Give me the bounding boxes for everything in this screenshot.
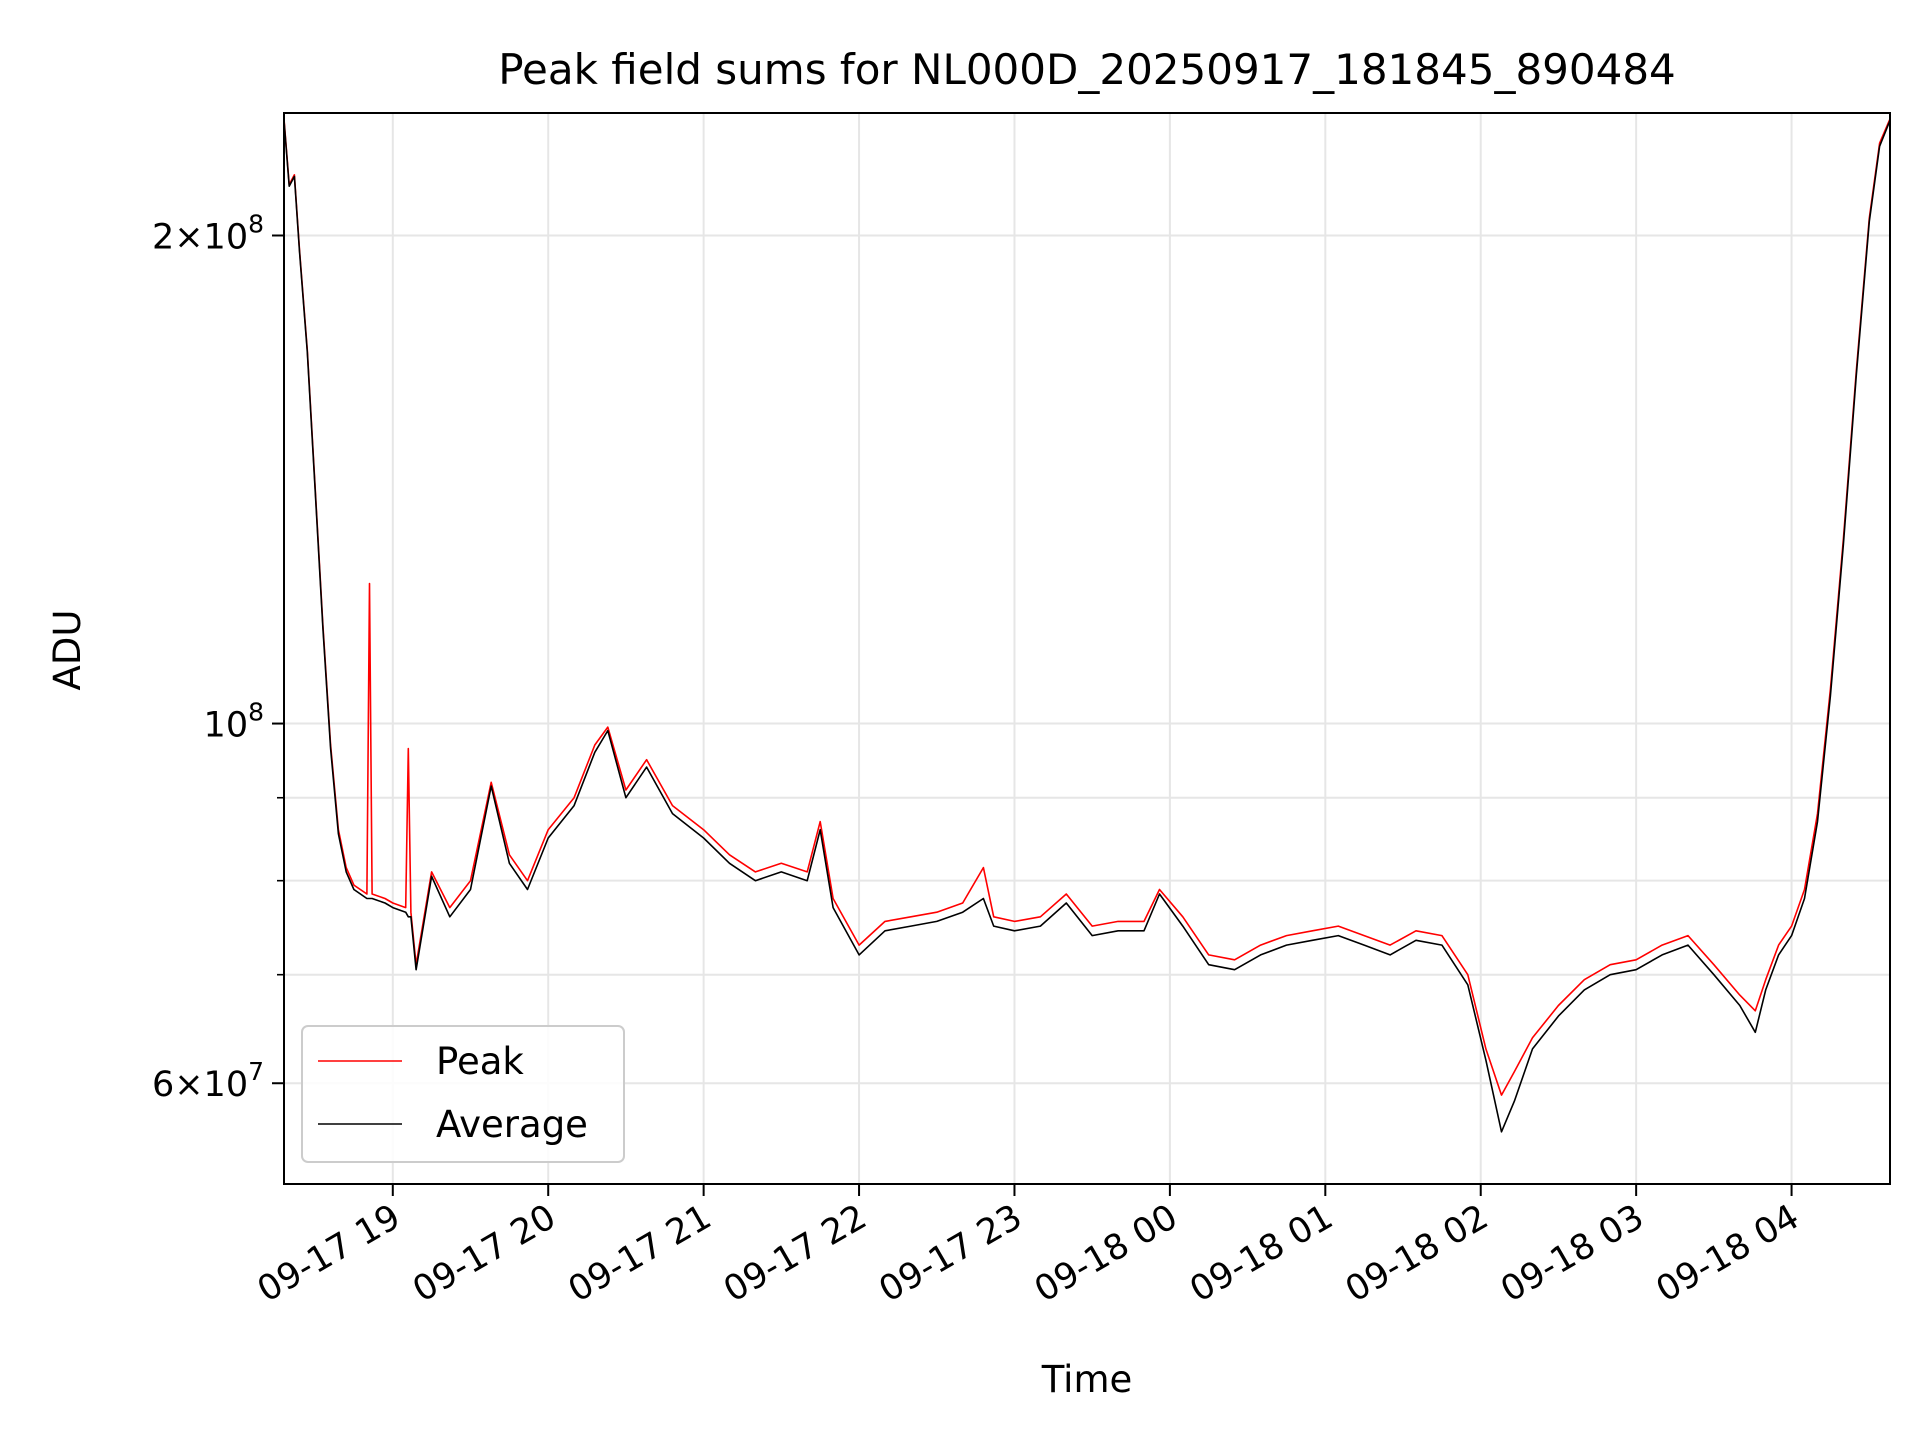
- y-tick-label: 6×107: [152, 1057, 264, 1105]
- series-line-peak: [283, 118, 1891, 1096]
- legend-label-peak: Peak: [436, 1040, 524, 1083]
- y-tick-exponent: 8: [248, 209, 264, 238]
- legend: Peak Average: [301, 1025, 625, 1163]
- grid: [284, 113, 1890, 1184]
- y-tick-exponent: 8: [248, 698, 264, 727]
- chart-title: Peak field sums for NL000D_20250917_1818…: [498, 45, 1676, 94]
- plot-frame: [283, 112, 1891, 1185]
- legend-box: [301, 1025, 625, 1163]
- plot-series: [283, 118, 1891, 1133]
- y-tick-label: 2×108: [152, 209, 264, 257]
- x-axis-label: Time: [1041, 1358, 1133, 1401]
- y-axis-label: ADU: [46, 610, 89, 691]
- series-line-average: [283, 120, 1891, 1133]
- y-tick-exponent: 7: [248, 1057, 264, 1086]
- legend-label-average: Average: [436, 1103, 588, 1146]
